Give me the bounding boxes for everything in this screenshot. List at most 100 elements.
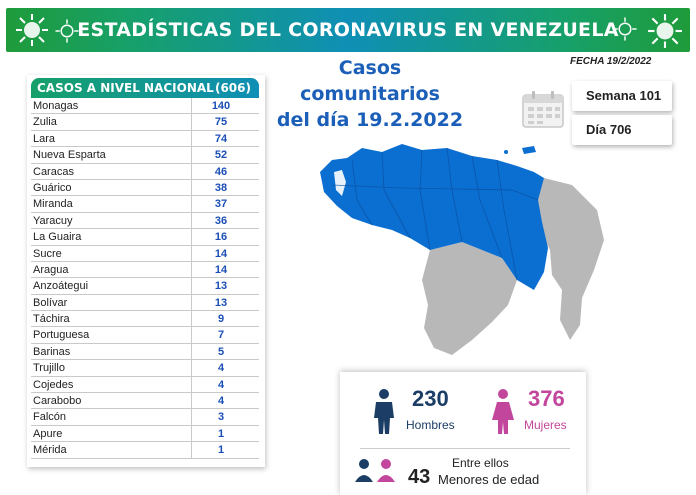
state-name: Carabobo: [33, 395, 82, 408]
man-icon: [374, 389, 394, 434]
state-name: Caracas: [33, 165, 74, 178]
table-row: Lara 74: [31, 130, 259, 148]
panel-heading: CASOS A NIVEL NACIONAL (606): [31, 78, 259, 98]
case-count: 7: [217, 329, 225, 342]
case-count: 5: [217, 345, 225, 358]
page-title: Casos comunitarios del día 19.2.2022: [270, 55, 470, 133]
case-count: 9: [217, 313, 225, 326]
column-divider: [191, 327, 192, 343]
column-divider: [191, 163, 192, 179]
table-row: Táchira 9: [31, 311, 259, 328]
stats-divider: [360, 448, 570, 449]
map-region-gray-east: [534, 178, 604, 340]
case-count: 4: [217, 378, 225, 391]
header-banner: ESTADÍSTICAS DEL CORONAVIRUS EN VENEZUEL…: [6, 8, 690, 52]
case-count: 38: [214, 181, 228, 194]
case-count: 13: [214, 296, 228, 309]
state-name: Yaracuy: [33, 214, 73, 227]
table-row: Trujillo 4: [31, 360, 259, 377]
case-count: 1: [217, 444, 225, 457]
panel-heading-label: CASOS A NIVEL NACIONAL: [37, 81, 214, 95]
table-row: Aragua 14: [31, 261, 259, 279]
minors-count: 43: [408, 466, 431, 488]
women-label: Mujeres: [524, 418, 567, 432]
women-count: 376: [528, 386, 565, 411]
case-count: 74: [214, 132, 228, 145]
panel-total: (606): [214, 81, 251, 95]
column-divider: [191, 360, 192, 376]
column-divider: [191, 98, 192, 114]
title-line-2: del día 19.2.2022: [276, 109, 464, 131]
table-row: Bolívar 13: [31, 294, 259, 312]
column-divider: [191, 393, 192, 409]
case-count: 14: [214, 263, 228, 276]
case-count: 16: [214, 231, 228, 244]
state-name: Nueva Esparta: [33, 149, 106, 162]
column-divider: [191, 343, 192, 360]
case-count: 37: [214, 198, 228, 211]
map-region-blue-main: [320, 144, 548, 290]
table-row: Yaracuy 36: [31, 212, 259, 230]
state-name: Zulia: [33, 116, 57, 129]
week-box: Semana 101: [572, 81, 672, 111]
state-name: Anzoátegui: [33, 280, 89, 293]
column-divider: [191, 147, 192, 163]
state-name: Bolívar: [33, 296, 68, 309]
men-count: 230: [412, 386, 449, 411]
case-count: 46: [214, 165, 228, 178]
gender-stats-card: 230 Hombres 376 Mujeres Entre ellos 43 M…: [340, 372, 586, 495]
column-divider: [191, 376, 192, 393]
case-count: 36: [214, 214, 228, 227]
virus-icon: [55, 19, 79, 43]
case-count: 52: [214, 149, 228, 162]
table-row: Carabobo 4: [31, 393, 259, 410]
column-divider: [191, 311, 192, 327]
case-count: 4: [217, 395, 225, 408]
state-name: Táchira: [33, 313, 70, 326]
table-row: Miranda 37: [31, 196, 259, 213]
map-island-margarita: [522, 146, 536, 154]
case-count: 75: [214, 116, 228, 129]
column-divider: [191, 179, 192, 196]
table-row: Zulia 75: [31, 114, 259, 131]
case-count: 4: [217, 362, 225, 375]
table-row: Apure 1: [31, 425, 259, 443]
map-region-gray-south: [422, 242, 517, 355]
column-divider: [191, 442, 192, 458]
state-name: Aragua: [33, 263, 69, 276]
column-divider: [191, 278, 192, 294]
state-name: Apure: [33, 427, 63, 440]
column-divider: [191, 196, 192, 212]
table-row: Monagas 140: [31, 98, 259, 115]
map-lake-maracaibo: [334, 170, 346, 196]
state-name: Cojedes: [33, 378, 74, 391]
state-name: La Guaira: [33, 231, 82, 244]
virus-icon: [613, 17, 637, 41]
cases-table: Monagas 140 Zulia 75 Lara 74 Nueva Esparta 52 Ca…: [31, 98, 259, 459]
column-divider: [191, 409, 192, 425]
state-name: Monagas: [33, 100, 79, 112]
state-name: Miranda: [33, 198, 73, 211]
state-name: Portuguesa: [33, 329, 90, 342]
case-count: 1: [217, 427, 225, 440]
banner-title: ESTADÍSTICAS DEL CORONAVIRUS EN VENEZUEL…: [77, 19, 619, 41]
column-divider: [191, 425, 192, 442]
virus-icon: [16, 14, 48, 46]
table-row: Caracas 46: [31, 163, 259, 180]
table-row: La Guaira 16: [31, 229, 259, 246]
day-box: Día 706: [572, 115, 672, 145]
date-label: FECHA 19/2/2022: [570, 56, 652, 67]
case-count: 13: [214, 280, 228, 293]
state-name: Mérida: [33, 444, 67, 457]
table-row: Nueva Esparta 52: [31, 147, 259, 164]
table-row: Mérida 1: [31, 442, 259, 459]
table-row: Guárico 38: [31, 179, 259, 197]
state-name: Lara: [33, 132, 56, 145]
column-divider: [191, 229, 192, 245]
case-count: 14: [214, 247, 228, 260]
column-divider: [191, 245, 192, 261]
minors-icon: [355, 459, 395, 482]
state-name: Sucre: [33, 247, 62, 260]
calendar-icon: [522, 91, 564, 128]
column-divider: [191, 130, 192, 147]
